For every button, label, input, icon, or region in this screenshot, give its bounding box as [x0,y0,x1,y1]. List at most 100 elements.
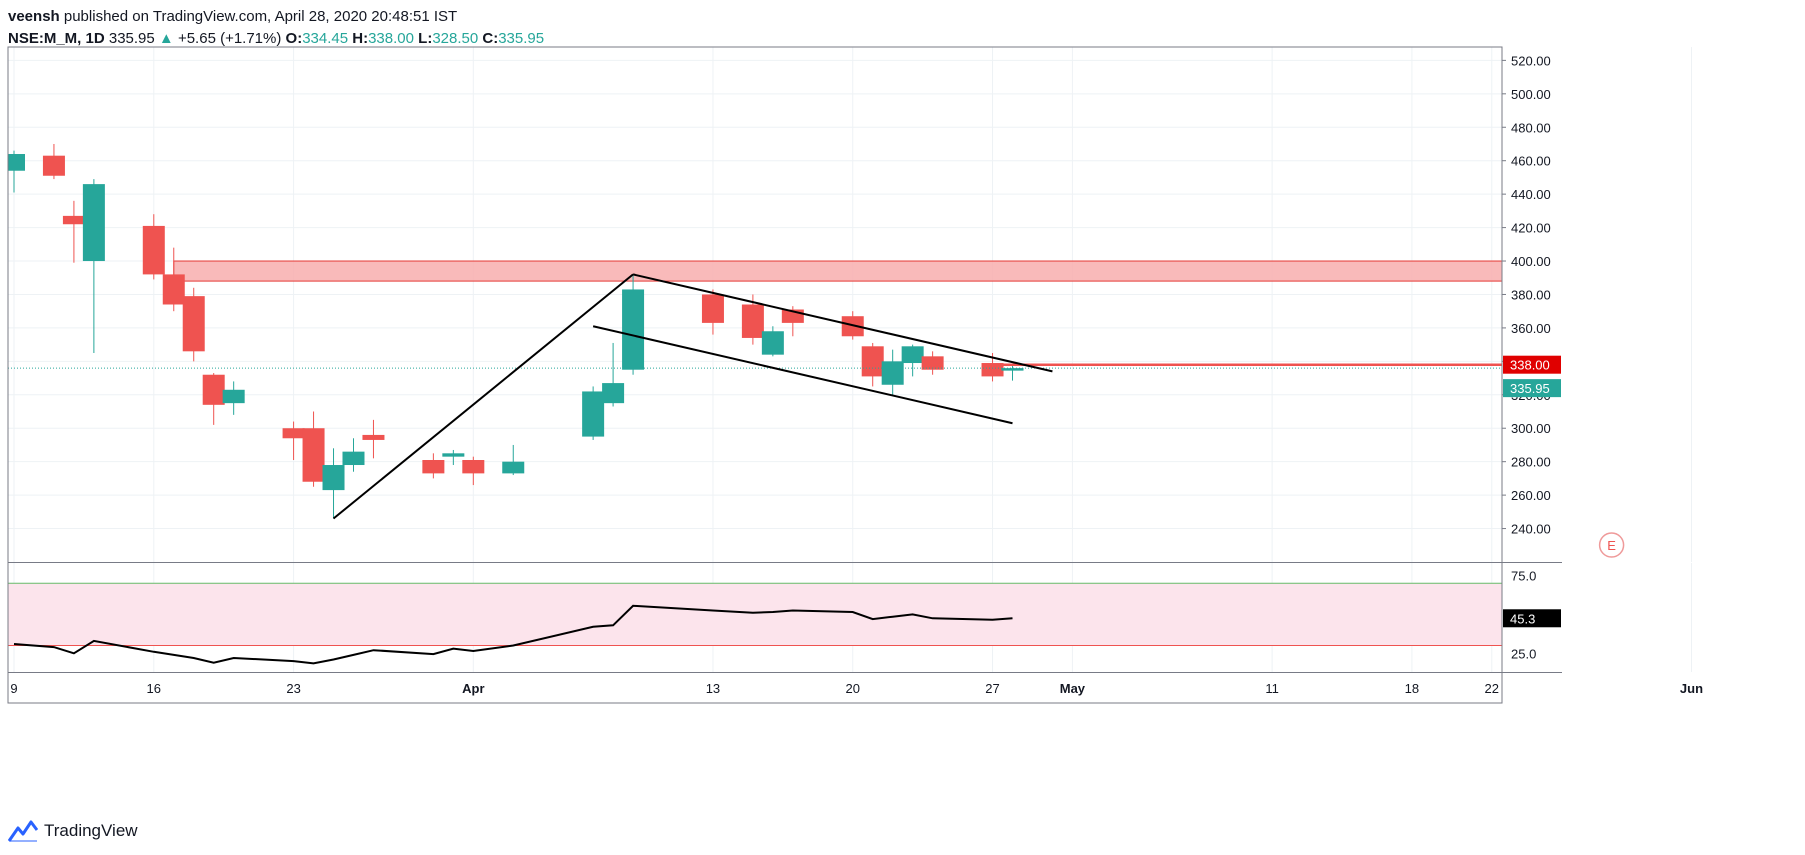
flag-upper-line[interactable] [632,273,1053,373]
candle-body [622,289,645,370]
flagpole-line[interactable] [332,273,634,520]
candle-body [1001,368,1024,371]
published-text: published on TradingView.com, April 28, … [59,8,458,25]
time-axis[interactable]: 9 16 23 Apr 13 20 27 May 11 18 22 Jun [10,681,1703,696]
candle [362,419,385,459]
candle [62,200,85,263]
pane-border [7,46,1503,704]
candle-body [282,428,305,439]
time-tick-label: 13 [706,681,720,696]
time-tick-label: 16 [147,681,161,696]
candle [701,289,724,335]
price-tag-338-bg [1503,355,1561,374]
candle-body [841,316,864,337]
price-tag-338: 338.00 [1503,355,1561,374]
brand-name[interactable]: TradingView [44,821,138,840]
candle [182,287,205,362]
price-markers: E 338.00 335.95 45.3 [1503,355,1625,628]
rsi-tick-label: 25.0 [1511,646,1536,661]
candle [222,381,245,415]
price-tick-label: 420.00 [1511,221,1551,236]
candle [42,143,65,180]
candle [881,349,904,395]
price-tick-label: 280.00 [1511,455,1551,470]
candle [921,351,944,375]
price-tick-label: 460.00 [1511,154,1551,169]
grid-lines [8,47,1692,672]
candle [462,456,485,486]
candle-body [82,184,105,262]
candle-body [42,155,65,176]
candle [202,373,225,425]
candle-body [582,391,605,437]
publisher-name[interactable]: veensh [8,8,60,25]
time-tick-label: 18 [1405,681,1419,696]
tradingview-logo-icon [8,820,38,842]
time-tick-label: May [1060,681,1086,696]
candle [442,449,465,466]
trend-drawings [8,273,1502,520]
rsi-last-tag-bg [1503,609,1561,628]
symbol-info: NSE:M_M, 1D 335.95 ▲ +5.65 (+1.71%) O:33… [8,28,544,50]
candle [602,342,625,407]
price-tick-label: 500.00 [1511,87,1551,102]
price-tick-label: 260.00 [1511,488,1551,503]
candle-body [881,361,904,385]
candle-body [502,461,525,474]
price-axis[interactable]: 240.00260.00280.00300.00320.00340.00360.… [1502,53,1551,537]
resistance-zone [173,260,1732,282]
price-tick-label: 360.00 [1511,321,1551,336]
resistance-zone-rect[interactable] [173,260,1732,282]
candles [8,143,1024,519]
symbol-label[interactable]: NSE:M_M, 1D [8,30,105,47]
candle-body [202,374,225,405]
candle [8,150,25,193]
candle [302,411,325,487]
rsi-last-tag: 45.3 [1503,609,1561,628]
candle [82,179,105,353]
high-label: H: [352,30,369,47]
open-label: O: [285,30,303,47]
time-tick-label: 20 [846,681,860,696]
price-tick-label: 400.00 [1511,254,1551,269]
candle-body [322,465,345,491]
candle-body [222,389,245,404]
candle [142,214,165,280]
candle-body [741,304,764,338]
candle [761,326,784,357]
earnings-marker-label: E [1607,538,1616,553]
candle [342,438,365,472]
rsi-last-tag-text: 45.3 [1510,611,1535,626]
high-value: 338.00 [368,30,414,47]
chart-header: veensh published on TradingView.com, Apr… [8,6,544,50]
footer-brand: TradingView [8,820,138,842]
price-change: +5.65 (+1.71%) [177,30,282,47]
candle-body [921,356,944,370]
rsi-line[interactable] [13,604,1013,665]
candle [861,342,884,387]
low-value: 328.50 [432,30,479,47]
publish-info: veensh published on TradingView.com, Apr… [8,6,544,28]
price-tick-label: 440.00 [1511,187,1551,202]
candle-body [442,453,465,457]
candle-body [901,346,924,364]
last-price: 335.95 [108,30,155,47]
time-tick-label: 9 [10,681,17,696]
price-tick-label: 240.00 [1511,522,1551,537]
rsi-band [8,582,1502,647]
close-label: C: [482,30,499,47]
price-tick-label: 300.00 [1511,421,1551,436]
candle [322,448,345,519]
candle-body [462,460,485,474]
candle-body [162,274,185,305]
candle-body [861,346,884,377]
candle-body [62,215,85,225]
flag-lower-line[interactable] [592,325,1013,425]
candle [901,344,924,377]
low-label: L: [418,30,433,47]
earnings-marker-icon[interactable] [1598,532,1625,558]
rsi-series [13,604,1013,665]
time-tick-label: Apr [462,681,484,696]
candle [162,247,185,312]
